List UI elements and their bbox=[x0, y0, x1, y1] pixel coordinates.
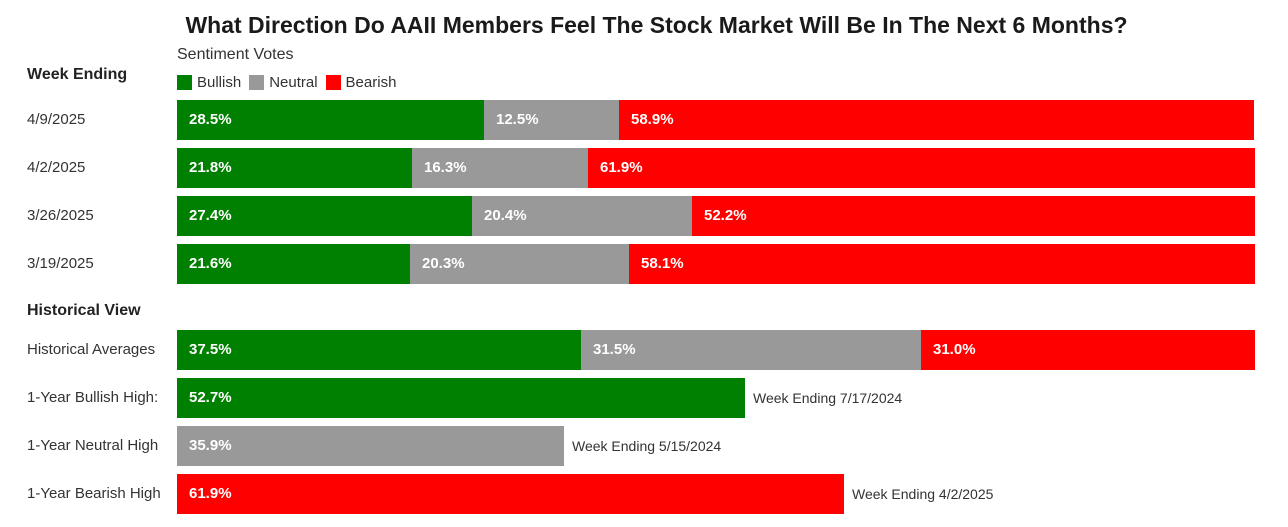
legend-swatch-neutral bbox=[249, 75, 265, 90]
legend: Bullish Neutral Bearish bbox=[177, 74, 404, 91]
row-label-week-4: 3/19/2025 bbox=[27, 255, 94, 272]
bar-row-week-1: 28.5% 12.5% 58.9% bbox=[177, 100, 1255, 140]
bar-segment-bullish-week-1: 28.5% bbox=[177, 100, 484, 140]
bar-segment-neutral-week-1: 12.5% bbox=[484, 100, 619, 140]
data-label-bullish-historical-averages: 37.5% bbox=[189, 341, 232, 358]
week-ending-note-neutral-high: Week Ending 5/15/2024 bbox=[572, 438, 722, 454]
bar-row-week-2: 21.8% 16.3% 61.9% bbox=[177, 148, 1255, 188]
week-ending-note-bearish-high: Week Ending 4/2/2025 bbox=[852, 486, 994, 502]
bar-segment-bullish-week-2: 21.8% bbox=[177, 148, 412, 188]
bar-segment-bullish-week-3: 27.4% bbox=[177, 196, 472, 236]
data-label-neutral-neutral-high: 35.9% bbox=[189, 437, 232, 454]
data-label-neutral-week-1: 12.5% bbox=[496, 111, 539, 128]
bar-segment-neutral-week-3: 20.4% bbox=[472, 196, 692, 236]
legend-item-neutral: Neutral bbox=[249, 74, 318, 91]
bar-segment-bullish-bullish-high: 52.7% bbox=[177, 378, 745, 418]
row-label-week-1: 4/9/2025 bbox=[27, 111, 86, 128]
row-label-bearish-high: 1-Year Bearish High bbox=[27, 485, 161, 502]
data-label-bullish-week-2: 21.8% bbox=[189, 159, 232, 176]
legend-swatch-bearish bbox=[325, 75, 341, 90]
bar-segment-neutral-historical-averages: 31.5% bbox=[581, 330, 921, 370]
bar-row-bearish-high: 61.9% bbox=[177, 474, 1255, 514]
row-label-bullish-high: 1-Year Bullish High: bbox=[27, 389, 159, 406]
data-label-bullish-week-3: 27.4% bbox=[189, 207, 232, 224]
bar-row-week-3: 27.4% 20.4% 52.2% bbox=[177, 196, 1255, 236]
legend-swatch-bullish bbox=[177, 75, 192, 90]
week-ending-note-bullish-high: Week Ending 7/17/2024 bbox=[753, 390, 903, 406]
bar-segment-bearish-week-3: 52.2% bbox=[692, 196, 1255, 236]
week-ending-label: Week Ending bbox=[27, 66, 128, 83]
data-label-bearish-historical-averages: 31.0% bbox=[933, 341, 976, 358]
bar-segment-bullish-week-4: 21.6% bbox=[177, 244, 410, 284]
bar-segment-bearish-bearish-high: 61.9% bbox=[177, 474, 844, 514]
data-label-bearish-week-4: 58.1% bbox=[641, 255, 684, 272]
bar-row-bullish-high: 52.7% bbox=[177, 378, 1255, 418]
data-label-bullish-week-4: 21.6% bbox=[189, 255, 232, 272]
bar-segment-bearish-historical-averages: 31.0% bbox=[921, 330, 1255, 370]
legend-label-bearish: Bearish bbox=[345, 74, 397, 91]
data-label-neutral-week-2: 16.3% bbox=[424, 159, 467, 176]
legend-label-neutral: Neutral bbox=[269, 74, 318, 91]
chart-subtitle: Sentiment Votes bbox=[177, 46, 294, 63]
bar-segment-bearish-week-4: 58.1% bbox=[629, 244, 1255, 284]
bar-segment-neutral-week-4: 20.3% bbox=[410, 244, 629, 284]
historical-view-label: Historical View bbox=[27, 302, 141, 319]
data-label-bullish-bullish-high: 52.7% bbox=[189, 389, 232, 406]
data-label-bearish-week-2: 61.9% bbox=[600, 159, 643, 176]
row-label-neutral-high: 1-Year Neutral High bbox=[27, 437, 159, 454]
data-label-neutral-week-3: 20.4% bbox=[484, 207, 527, 224]
row-label-historical-averages: Historical Averages bbox=[27, 341, 156, 358]
legend-item-bearish: Bearish bbox=[325, 74, 397, 91]
bar-row-neutral-high: 35.9% bbox=[177, 426, 1255, 466]
data-label-neutral-historical-averages: 31.5% bbox=[593, 341, 636, 358]
bar-segment-neutral-week-2: 16.3% bbox=[412, 148, 588, 188]
legend-label-bullish: Bullish bbox=[197, 74, 242, 91]
data-label-neutral-week-4: 20.3% bbox=[422, 255, 465, 272]
data-label-bearish-week-1: 58.9% bbox=[631, 111, 674, 128]
row-label-week-2: 4/2/2025 bbox=[27, 159, 86, 176]
bar-segment-bullish-historical-averages: 37.5% bbox=[177, 330, 581, 370]
data-label-bullish-week-1: 28.5% bbox=[189, 111, 232, 128]
bar-row-historical-averages: 37.5% 31.5% 31.0% bbox=[177, 330, 1255, 370]
chart-title: What Direction Do AAII Members Feel The … bbox=[185, 12, 1128, 38]
bar-segment-bearish-week-1: 58.9% bbox=[619, 100, 1254, 140]
data-label-bearish-week-3: 52.2% bbox=[704, 207, 747, 224]
data-label-bearish-bearish-high: 61.9% bbox=[189, 485, 232, 502]
bar-segment-neutral-neutral-high: 35.9% bbox=[177, 426, 564, 466]
bar-segment-bearish-week-2: 61.9% bbox=[588, 148, 1255, 188]
legend-item-bullish: Bullish bbox=[177, 74, 241, 91]
bar-row-week-4: 21.6% 20.3% 58.1% bbox=[177, 244, 1255, 284]
row-label-week-3: 3/26/2025 bbox=[27, 207, 94, 224]
